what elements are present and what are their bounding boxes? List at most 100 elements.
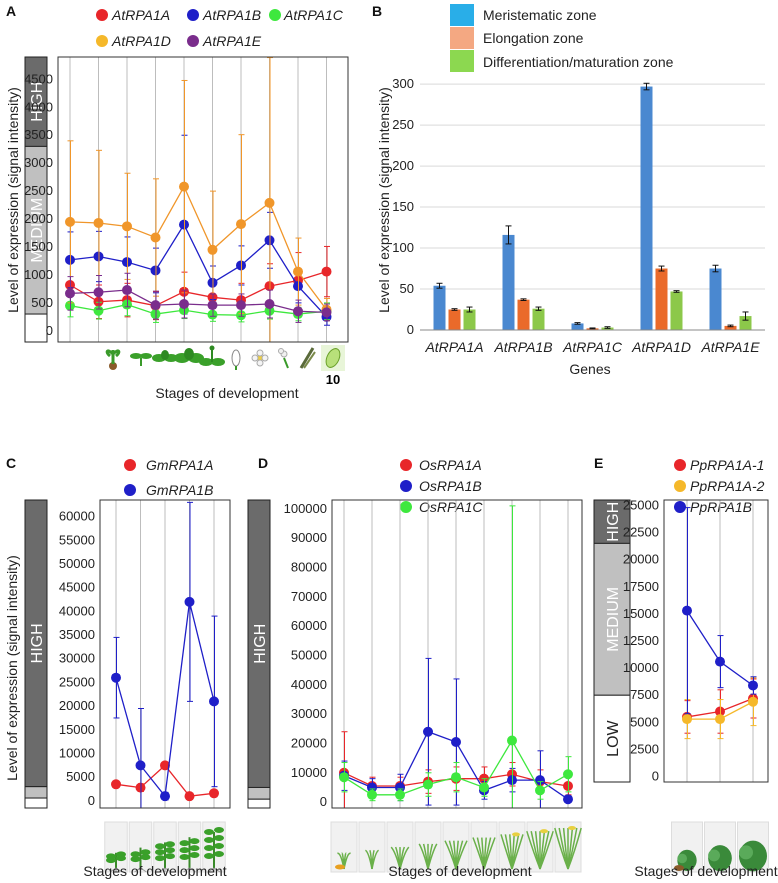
y-tick-label: 50000 <box>59 556 95 571</box>
y-tick-label: 1000 <box>24 267 53 282</box>
y-tick-label: 60000 <box>59 509 95 524</box>
legend-marker-atrpa1c <box>269 9 281 21</box>
panel-b: B Meristematic zone Elongation zone Diff… <box>372 3 765 377</box>
data-point-atrpa1e <box>122 285 132 296</box>
data-point-atrpa1a <box>321 266 332 277</box>
legend-marker-atrpa1d <box>96 35 108 47</box>
y-tick-label: 10000 <box>59 746 95 761</box>
band-label-high: HIGH <box>29 82 46 122</box>
expression-band-level-2 <box>24 797 48 809</box>
legend-label-osrpa1b: OsRPA1B <box>419 478 482 494</box>
data-point-osrpa1c <box>367 789 377 800</box>
grid-b <box>420 83 765 290</box>
y-ticks-b: 0 50 100 150 200 250 300 <box>392 76 414 337</box>
stage-icon-bolting <box>199 345 225 366</box>
y-axis-title-c: Level of expression (signal intensity) <box>4 555 20 781</box>
x-ticks-b: AtRPA1A AtRPA1B AtRPA1C AtRPA1D AtRPA1E <box>424 339 760 355</box>
legend-label-pprpa1a-1: PpRPA1A-1 <box>690 457 764 473</box>
expression-band-level-1 <box>247 786 271 800</box>
y-tick-label: 5000 <box>630 714 659 729</box>
bar-atrpa1b-differentiation-maturation-zone <box>532 308 545 330</box>
y-tick-label: 15000 <box>623 606 659 621</box>
panel-letter-b: B <box>372 3 382 19</box>
legend-marker-atrpa1a <box>96 9 108 21</box>
legend-label-pprpa1b: PpRPA1B <box>690 499 752 515</box>
legend-label-atrpa1d: AtRPA1D <box>111 33 171 49</box>
legend-marker-pprpa1a-1 <box>674 459 686 471</box>
data-point-pprpa1a-2 <box>682 714 692 725</box>
y-tick-label: 1500 <box>24 239 53 254</box>
plant-leaf <box>155 843 165 850</box>
y-tick-label: 15000 <box>59 722 95 737</box>
y-tick-label: 40000 <box>291 677 327 692</box>
y-tick-label: 50 <box>400 281 414 296</box>
expression-band-level-2 <box>247 798 271 809</box>
plot-area-a <box>65 57 332 343</box>
x-axis-title-d: Stages of development <box>388 863 531 879</box>
y-ticks-c: 0 5000 10000 15000 20000 25000 30000 35000 40000… <box>59 509 95 808</box>
bar-atrpa1a-meristematic-zone <box>433 285 446 330</box>
y-tick-label: 5000 <box>66 769 95 784</box>
plot-frame-a <box>57 56 349 343</box>
stage-plant-icon <box>106 851 126 873</box>
panel-letter-e: E <box>594 455 603 471</box>
legend-marker-osrpa1c <box>400 501 412 513</box>
stage-plant-icon <box>526 829 554 870</box>
data-point-osrpa1b <box>423 726 433 737</box>
plant-blade <box>483 837 496 870</box>
stage-plant-icon <box>335 852 351 870</box>
band-label-high: HIGH <box>605 502 622 542</box>
plant-spore <box>674 865 684 871</box>
data-point-osrpa1c <box>507 735 517 746</box>
y-tick-label: 10000 <box>291 765 327 780</box>
expression-bands-c: HIGH <box>24 499 48 809</box>
stage-icon-silique <box>299 347 316 369</box>
plant-blade <box>455 840 468 870</box>
y-tick-label: 55000 <box>59 532 95 547</box>
band-label-high: HIGH <box>29 623 46 663</box>
legend-marker-gmrpa1b <box>124 484 136 496</box>
stage-plant-icon <box>708 845 732 872</box>
plant-leaf <box>214 843 224 849</box>
data-point-atrpa1e <box>93 287 104 298</box>
data-point-osrpa1b <box>451 737 461 747</box>
plant-leaf <box>214 835 224 841</box>
expression-band-low <box>593 694 631 783</box>
grid-a <box>69 57 327 342</box>
x-tick-label-atrpa1a: AtRPA1A <box>424 339 483 355</box>
data-point-osrpa1c <box>339 772 349 783</box>
legend-label-osrpa1c: OsRPA1C <box>419 499 483 515</box>
y-tick-label: 300 <box>392 76 414 91</box>
panel-d: D OsRPA1A OsRPA1B OsRPA1C HIGH 0 10000 200… <box>247 455 583 879</box>
data-point-pprpa1b <box>715 656 725 667</box>
y-tick-label: 100 <box>392 240 414 255</box>
data-point-atrpa1d <box>179 181 189 192</box>
data-point-atrpa1e <box>293 306 303 317</box>
y-tick-label: 20000 <box>291 735 327 750</box>
legend-swatch-differentiation <box>450 50 474 72</box>
x-tick-label-atrpa1d: AtRPA1D <box>631 339 691 355</box>
plant-root <box>183 867 196 873</box>
y-tick-label: 20000 <box>623 552 659 567</box>
x-axis-title-e: Stages of development <box>634 863 777 879</box>
data-point-gmrpa1b <box>184 596 195 607</box>
plant-leaf <box>165 841 175 848</box>
data-point-atrpa1e <box>179 299 189 309</box>
stage-icon-seed <box>325 348 341 368</box>
plant-leaf <box>165 853 175 860</box>
plant-blade <box>371 849 380 870</box>
y-tick-label: 50000 <box>291 647 327 662</box>
legend-e: PpRPA1A-1 PpRPA1A-2 PpRPA1B <box>674 457 765 515</box>
series-line-atrpa1c <box>69 303 327 316</box>
y-tick-label: 2500 <box>630 741 659 756</box>
series-line-atrpa1e <box>69 289 327 314</box>
legend-marker-atrpa1e <box>187 35 199 47</box>
stage-plant-icon <box>500 832 524 870</box>
y-tick-label: 4000 <box>24 99 53 114</box>
stage-plant-icon <box>554 826 582 870</box>
plant-leaf <box>155 849 165 856</box>
panel-letter-c: C <box>6 455 16 471</box>
bar-atrpa1a-elongation-zone <box>448 309 461 330</box>
stage-plant-icon <box>418 843 438 870</box>
data-point-atrpa1d <box>122 221 132 232</box>
